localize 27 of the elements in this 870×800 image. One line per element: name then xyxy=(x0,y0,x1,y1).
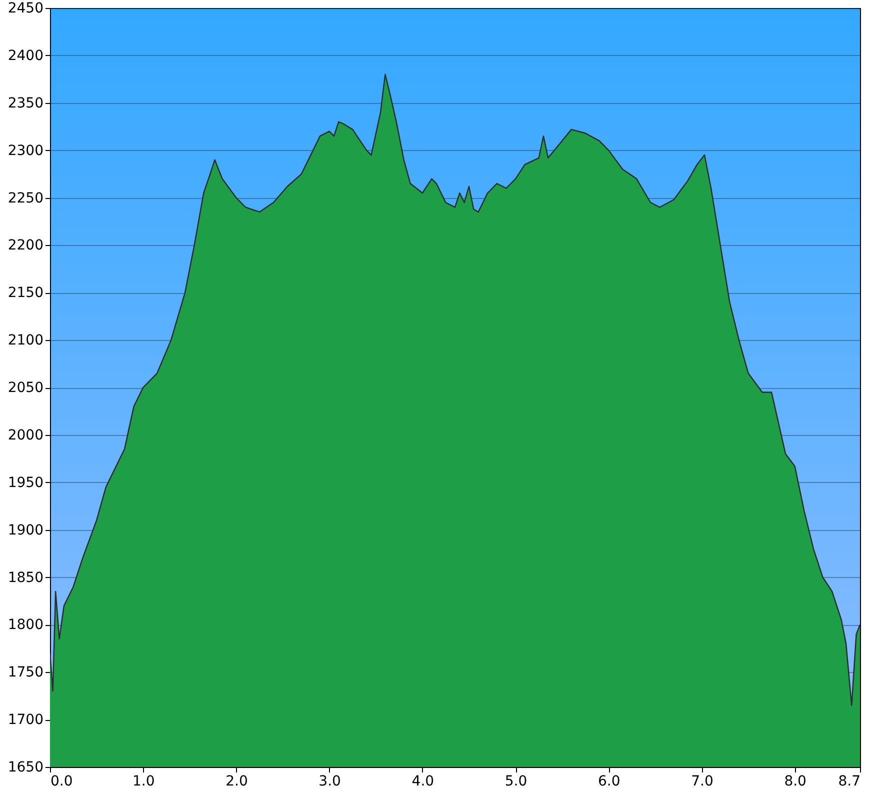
y-tick-label: 2450 xyxy=(8,0,44,16)
x-tick-label: 3.0 xyxy=(318,774,341,790)
y-tick-label: 1850 xyxy=(8,570,44,586)
y-tick-label: 2400 xyxy=(8,48,44,64)
x-tick-label: 0.0 xyxy=(50,774,73,790)
x-tick-label: 2.0 xyxy=(226,774,248,790)
y-tick-label: 1650 xyxy=(8,760,44,776)
y-tick-label: 1800 xyxy=(8,617,44,634)
x-tick-label: 8.0 xyxy=(784,774,806,790)
x-tick-label: 1.0 xyxy=(132,774,155,790)
y-tick-label: 2050 xyxy=(8,380,44,396)
y-tick-label: 2250 xyxy=(8,190,44,206)
y-tick-label: 2150 xyxy=(8,285,44,302)
y-tick-label: 2300 xyxy=(8,142,44,159)
x-tick-label: 8.7 xyxy=(838,774,860,790)
x-tick-label: 5.0 xyxy=(504,774,528,790)
y-tick-label: 2000 xyxy=(8,427,44,444)
x-tick-label: 7.0 xyxy=(691,774,714,790)
x-tick-label: 4.0 xyxy=(412,774,434,790)
x-tick-label: 6.0 xyxy=(598,774,620,790)
y-tick-label: 2350 xyxy=(8,95,44,112)
y-tick-label: 1900 xyxy=(8,522,44,538)
y-tick-label: 1750 xyxy=(8,664,44,681)
y-tick-label: 1700 xyxy=(8,712,44,728)
y-tick-label: 1950 xyxy=(8,474,44,491)
y-tick-label: 2200 xyxy=(8,238,44,254)
y-tick-label: 2100 xyxy=(8,332,44,349)
